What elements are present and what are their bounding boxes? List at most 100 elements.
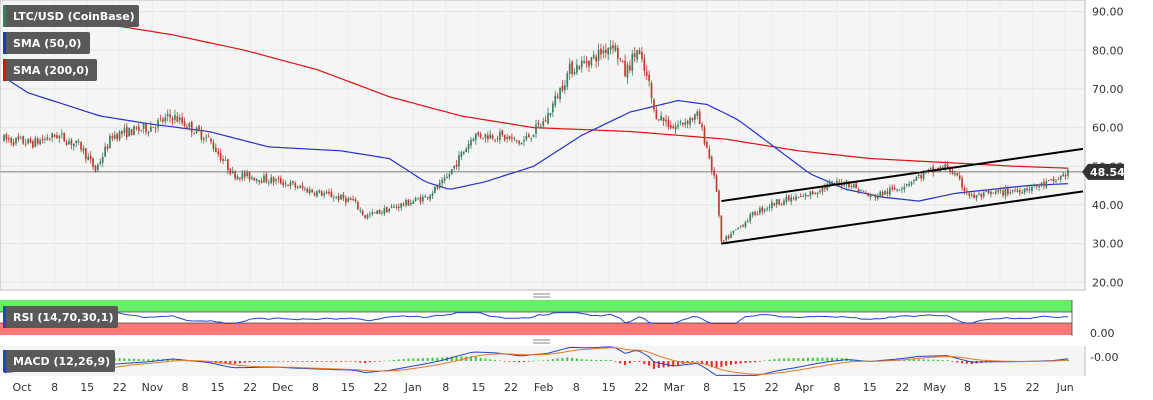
date-tick-label: 8: [573, 381, 580, 394]
macd-histogram-bar: [388, 360, 391, 362]
candle-body: [3, 135, 5, 142]
candle-body: [1019, 190, 1021, 193]
candle-body: [527, 134, 530, 138]
candle-body: [97, 164, 99, 170]
candle: [20, 135, 22, 140]
candle: [970, 192, 973, 198]
candle: [162, 116, 164, 125]
candle: [1009, 188, 1012, 196]
candle-body: [970, 194, 973, 196]
candle-body: [520, 142, 523, 145]
candle-body: [523, 140, 525, 142]
candle: [467, 139, 470, 154]
candle-body: [263, 175, 265, 183]
macd-histogram-bar: [441, 357, 444, 361]
legend-sma50[interactable]: SMA (50,0): [3, 32, 90, 54]
candle-body: [72, 143, 75, 147]
candle-body: [954, 173, 956, 175]
candle: [773, 202, 776, 207]
candle-body: [778, 199, 780, 205]
legend-macd[interactable]: MACD (12,26,9): [3, 350, 115, 372]
candle-body: [60, 133, 63, 135]
macd-histogram-bar: [782, 358, 785, 361]
candle-body: [472, 139, 475, 142]
macd-panel: -0.00 MACD (12,26,9): [0, 346, 1118, 376]
candle-body: [306, 188, 309, 193]
candle-body: [224, 159, 227, 161]
candle: [337, 192, 340, 203]
candle-body: [258, 180, 261, 182]
candle-body: [985, 191, 987, 193]
candle-body: [178, 117, 181, 121]
candle: [178, 114, 181, 125]
candle-body: [484, 133, 487, 138]
candle-body: [597, 49, 600, 61]
macd-histogram-bar: [816, 357, 819, 361]
panel-splitter-1[interactable]: [533, 293, 550, 298]
macd-histogram-bar: [282, 361, 285, 362]
candle: [332, 194, 335, 202]
candle: [255, 178, 258, 184]
candle: [590, 56, 593, 69]
candle: [612, 40, 614, 54]
date-tick-label: Dec: [272, 381, 293, 394]
candle: [12, 138, 15, 148]
candle: [246, 169, 248, 179]
candle: [1067, 168, 1069, 180]
date-tick-label: 15: [732, 381, 746, 394]
candle-body: [980, 193, 983, 198]
candle: [722, 239, 725, 242]
candle-body: [429, 195, 431, 200]
date-axis: Oct 8 15 22 Nov 8 15 22 Dec 8 15 22 Jan 8 15 22 Feb 8 15 22…: [12, 381, 1073, 394]
channel-lines: [721, 147, 1084, 245]
candle: [588, 60, 590, 73]
candle-body: [949, 169, 951, 172]
candle-body: [1038, 186, 1040, 188]
macd-histogram-bar: [643, 361, 646, 364]
candle: [1031, 183, 1033, 194]
legend-ltc[interactable]: LTC/USD (CoinBase): [3, 5, 139, 27]
candle-body: [799, 196, 802, 197]
candle-body: [243, 172, 246, 177]
candle: [462, 151, 465, 156]
candle: [313, 191, 316, 197]
candle-body: [12, 141, 15, 145]
candle: [850, 183, 853, 190]
candle-body: [554, 95, 557, 106]
candle: [679, 119, 682, 126]
candle-body: [325, 191, 328, 194]
candle: [436, 184, 439, 190]
macd-histogram-bar: [652, 361, 655, 369]
candle-body: [174, 114, 176, 120]
candle: [116, 132, 118, 142]
candle: [130, 128, 133, 136]
legend-rsi[interactable]: RSI (14,70,30,1): [3, 306, 118, 328]
candle: [698, 108, 701, 125]
candle-body: [583, 61, 585, 63]
legend-rsi-swatch: [3, 306, 6, 328]
macd-histogram-bar: [937, 359, 940, 361]
candle-body: [766, 208, 768, 210]
candle-body: [217, 151, 220, 154]
candle: [867, 192, 870, 197]
candle: [508, 135, 511, 141]
candle: [802, 193, 805, 197]
candle-body: [785, 196, 788, 203]
legend-sma200[interactable]: SMA (200,0): [3, 59, 97, 81]
candle: [619, 57, 622, 63]
date-tick-label: 8: [442, 381, 449, 394]
candle-body: [848, 181, 850, 188]
candle: [323, 190, 326, 199]
candle-body: [891, 187, 894, 189]
candle: [961, 175, 963, 191]
candle: [472, 137, 475, 142]
macd-histogram-bar: [508, 361, 511, 362]
candle-body: [734, 229, 737, 231]
candle-body: [260, 180, 263, 183]
panel-splitter-2[interactable]: [533, 339, 550, 344]
macd-histogram-bar: [412, 358, 415, 361]
candle-body: [15, 137, 17, 144]
candle-body: [780, 203, 783, 205]
candle-body: [807, 195, 809, 197]
candle-body: [518, 140, 520, 144]
